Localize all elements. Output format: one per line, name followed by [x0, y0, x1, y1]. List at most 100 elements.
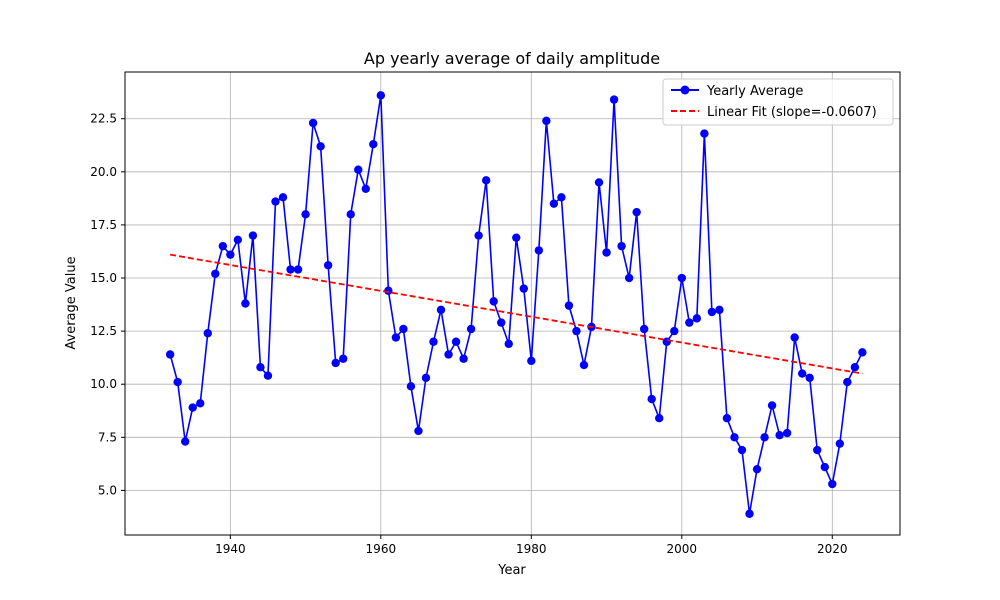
- legend: Yearly Average Linear Fit (slope=-0.0607…: [662, 78, 894, 126]
- data-point-yearly-average: [579, 360, 589, 370]
- data-point-yearly-average: [233, 235, 243, 244]
- data-point-yearly-average: [700, 129, 709, 138]
- data-point-yearly-average: [436, 305, 446, 315]
- chart-title: Ap yearly average of daily amplitude: [364, 49, 660, 68]
- data-point-yearly-average: [775, 430, 784, 440]
- data-point-yearly-average: [384, 286, 393, 295]
- data-point-yearly-average: [241, 299, 250, 308]
- x-tick-label: 2020: [817, 542, 848, 556]
- data-point-yearly-average: [504, 339, 513, 349]
- data-point-yearly-average: [165, 350, 175, 359]
- x-tick-label: 2000: [667, 542, 698, 556]
- data-point-yearly-average: [519, 284, 528, 293]
- data-point-yearly-average: [843, 377, 852, 387]
- data-point-yearly-average: [624, 273, 634, 283]
- data-point-yearly-average: [745, 509, 754, 518]
- data-point-yearly-average: [512, 233, 521, 242]
- data-point-yearly-average: [730, 433, 739, 442]
- data-point-yearly-average: [369, 140, 378, 149]
- data-point-yearly-average: [655, 413, 664, 423]
- y-tick-label: 7.5: [98, 430, 117, 444]
- data-point-yearly-average: [790, 333, 799, 342]
- data-point-yearly-average: [331, 358, 340, 368]
- data-point-yearly-average: [459, 354, 468, 363]
- data-point-yearly-average: [248, 231, 258, 240]
- legend-label-yearly: Yearly Average: [706, 84, 803, 99]
- data-point-yearly-average: [685, 318, 694, 327]
- data-point-yearly-average: [557, 193, 566, 202]
- y-tick-label: 5.0: [98, 483, 117, 497]
- series-line-linear-fit: [169, 253, 863, 375]
- x-tick-label: 1940: [215, 542, 246, 556]
- data-point-yearly-average: [421, 373, 431, 383]
- data-point-yearly-average: [542, 116, 551, 126]
- plot-frame: [124, 71, 901, 536]
- data-point-yearly-average: [707, 307, 717, 317]
- data-point-yearly-average: [549, 199, 559, 208]
- data-point-yearly-average: [466, 324, 476, 334]
- data-point-yearly-average: [399, 324, 408, 334]
- legend-marker-yearly: [680, 85, 690, 95]
- data-point-yearly-average: [647, 394, 656, 404]
- data-point-yearly-average: [820, 462, 829, 472]
- data-point-yearly-average: [602, 248, 611, 257]
- data-point-yearly-average: [346, 210, 355, 219]
- y-tick-label: 22.5: [90, 112, 117, 126]
- data-point-yearly-average: [316, 142, 325, 151]
- data-point-yearly-average: [534, 246, 544, 255]
- data-point-yearly-average: [782, 428, 792, 438]
- data-point-yearly-average: [451, 337, 461, 346]
- data-point-yearly-average: [218, 241, 228, 251]
- data-point-yearly-average: [180, 437, 190, 446]
- x-tick-label: 1960: [366, 542, 397, 556]
- y-tick-label: 10.0: [90, 377, 117, 391]
- data-point-yearly-average: [271, 197, 280, 206]
- x-axis-label: Year: [497, 563, 526, 578]
- data-point-yearly-average: [760, 433, 769, 442]
- data-point-yearly-average: [203, 329, 212, 338]
- data-point-yearly-average: [572, 326, 581, 336]
- data-point-yearly-average: [497, 318, 506, 327]
- data-point-yearly-average: [805, 373, 814, 383]
- data-point-yearly-average: [293, 265, 303, 274]
- data-point-yearly-average: [429, 337, 438, 346]
- data-point-yearly-average: [173, 377, 182, 387]
- x-tick-label: 1980: [516, 542, 547, 556]
- data-point-yearly-average: [617, 241, 626, 251]
- data-point-yearly-average: [278, 193, 288, 202]
- data-point-yearly-average: [391, 333, 401, 342]
- grid: [125, 72, 900, 535]
- data-point-yearly-average: [677, 273, 686, 283]
- data-point-yearly-average: [474, 231, 483, 240]
- data-point-yearly-average: [256, 363, 265, 372]
- data-point-yearly-average: [286, 265, 295, 274]
- y-tick-label: 15.0: [90, 271, 117, 285]
- data-point-yearly-average: [414, 426, 423, 436]
- data-point-yearly-average: [489, 297, 498, 306]
- data-point-yearly-average: [527, 356, 536, 366]
- data-point-yearly-average: [339, 354, 348, 363]
- data-point-yearly-average: [481, 176, 491, 185]
- data-point-yearly-average: [323, 261, 333, 270]
- data-point-yearly-average: [828, 479, 837, 489]
- data-point-yearly-average: [263, 371, 273, 380]
- data-point-yearly-average: [639, 324, 649, 334]
- x-axis: 1940 1960 1980 2000 2020: [215, 535, 848, 556]
- data-point-yearly-average: [609, 95, 619, 104]
- series-layer: [165, 91, 867, 518]
- data-point-yearly-average: [752, 464, 762, 474]
- data-point-yearly-average: [196, 399, 205, 408]
- data-point-yearly-average: [670, 326, 679, 336]
- data-point-yearly-average: [858, 348, 867, 357]
- data-point-yearly-average: [835, 439, 845, 448]
- data-point-yearly-average: [632, 207, 641, 217]
- y-tick-label: 12.5: [90, 324, 117, 338]
- data-point-yearly-average: [850, 363, 860, 372]
- data-point-yearly-average: [406, 382, 416, 391]
- data-point-yearly-average: [188, 403, 197, 412]
- data-point-yearly-average: [564, 301, 574, 310]
- data-point-yearly-average: [444, 350, 453, 359]
- y-tick-label: 17.5: [90, 218, 117, 232]
- data-point-yearly-average: [301, 210, 310, 219]
